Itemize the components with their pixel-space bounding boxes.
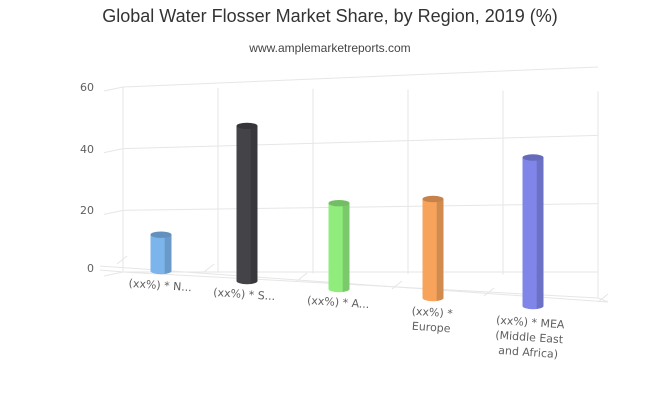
gridline: [122, 66, 599, 88]
floor-divider: [116, 255, 128, 265]
x-axis-labels: (xx%) * N... (xx%) * S... (xx%) * A... (xx%…: [128, 277, 566, 362]
left-floor-edge: [99, 269, 124, 273]
chart-subtitle: www.amplemarketreports.com: [249, 41, 411, 55]
bar[interactable]: [328, 200, 350, 293]
gridline: [122, 203, 599, 211]
x-tick-label: (xx%) *Europe: [410, 305, 453, 336]
bar-top: [150, 231, 172, 238]
bar-side-shade: [250, 125, 258, 284]
y-axis-labels: 0 20 40 60: [80, 81, 94, 275]
y-tick-label: 40: [80, 143, 94, 156]
x-tick-label: (xx%) * MEA(Middle Eastand Africa): [494, 314, 566, 362]
x-tick-label: (xx%) * N...: [128, 277, 192, 294]
left-wall-gridline: [103, 209, 124, 215]
y-tick-label: 20: [80, 204, 94, 217]
bar-top: [328, 200, 350, 207]
bar-top: [236, 122, 258, 130]
bar-top: [422, 195, 444, 203]
x-tick-label: (xx%) * A...: [307, 294, 370, 311]
bar-side-shade: [342, 203, 350, 292]
floor-back-edge: [122, 271, 599, 299]
floor-divider: [391, 280, 403, 290]
bar-side-shade: [436, 199, 444, 301]
bar-top: [522, 154, 544, 161]
x-tick-label: (xx%) * S...: [213, 286, 276, 303]
bar[interactable]: [236, 122, 258, 285]
bar-side-shade: [536, 157, 544, 309]
y-tick-label: 0: [87, 262, 94, 275]
bar[interactable]: [522, 154, 544, 310]
left-wall-gridline: [103, 271, 124, 277]
floor-divider: [597, 293, 609, 303]
left-wall-gridline: [103, 86, 124, 92]
floor-divider: [203, 263, 215, 273]
gridline: [122, 134, 599, 150]
chart-title: Global Water Flosser Market Share, by Re…: [102, 6, 558, 26]
bar[interactable]: [422, 195, 444, 302]
y-tick-label: 60: [80, 81, 94, 94]
bar-side-shade: [164, 234, 172, 274]
floor-divider: [483, 287, 495, 297]
right-floor-edge: [597, 297, 609, 303]
left-wall-gridline: [103, 148, 124, 154]
bars-layer: [150, 122, 544, 310]
grid-layer: [99, 66, 609, 303]
bar[interactable]: [150, 231, 172, 275]
floor-divider: [296, 272, 308, 282]
